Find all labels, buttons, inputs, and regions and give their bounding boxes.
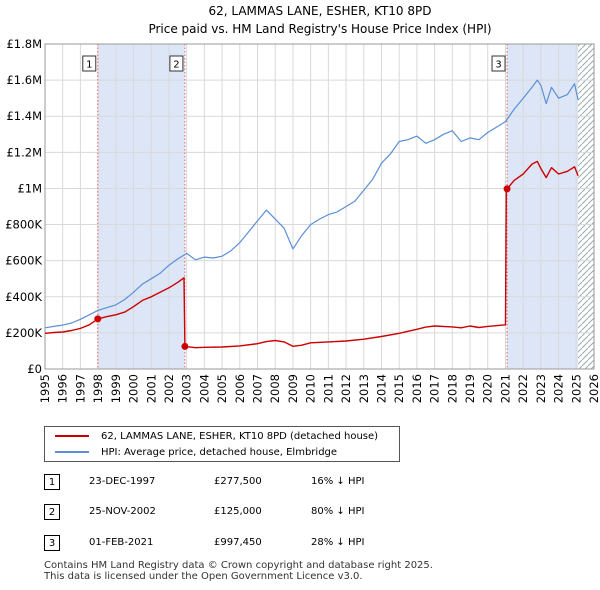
transaction-date: 25-NOV-2002 xyxy=(89,506,156,517)
y-tick-label: £0 xyxy=(27,362,42,376)
transaction-row: 3 01-FEB-2021 £997,450 28% ↓ HPI xyxy=(44,535,444,553)
x-tick-label: 2000 xyxy=(127,374,141,403)
x-tick-label: 2013 xyxy=(357,374,371,403)
price-chart: 62, LAMMAS LANE, ESHER, KT10 8PD Price p… xyxy=(5,4,600,403)
x-tick-label: 2002 xyxy=(162,374,176,403)
legend-line-hpi xyxy=(55,451,89,453)
transaction-hpi-diff: 28% ↓ HPI xyxy=(311,537,365,548)
x-tick-label: 2026 xyxy=(587,374,600,403)
sale-marker-box xyxy=(169,55,184,72)
x-tick-label: 2018 xyxy=(445,374,459,403)
x-tick-label: 2004 xyxy=(197,374,211,403)
transaction-row: 1 23-DEC-1997 £277,500 16% ↓ HPI xyxy=(44,474,444,492)
transaction-row: 2 25-NOV-2002 £125,000 80% ↓ HPI xyxy=(44,504,444,522)
x-tick-label: 2009 xyxy=(286,374,300,403)
x-tick-label: 1995 xyxy=(38,374,52,403)
x-tick-label: 2007 xyxy=(251,374,265,403)
legend-line-property xyxy=(55,435,89,437)
y-tick-label: £200K xyxy=(5,326,42,340)
footer-licence: This data is licensed under the Open Gov… xyxy=(44,571,363,582)
sale-point xyxy=(94,315,102,323)
sale-marker-label: 3 xyxy=(495,60,501,71)
y-tick-label: £1.4M xyxy=(6,109,42,123)
y-tick-label: £400K xyxy=(5,290,42,304)
x-tick-label: 1997 xyxy=(73,374,87,403)
transaction-price: £277,500 xyxy=(214,476,262,487)
transaction-number-badge: 1 xyxy=(44,474,60,490)
sale-point xyxy=(181,342,189,350)
x-tick-label: 2024 xyxy=(552,374,566,403)
x-tick-label: 2023 xyxy=(534,374,548,403)
chart-title: 62, LAMMAS LANE, ESHER, KT10 8PD xyxy=(208,4,431,18)
x-tick-label: 2025 xyxy=(569,374,583,403)
y-tick-label: £1M xyxy=(17,181,42,195)
x-tick-label: 2019 xyxy=(463,374,477,403)
x-tick-label: 2012 xyxy=(339,374,353,403)
y-tick-label: £800K xyxy=(5,218,42,232)
transaction-date: 23-DEC-1997 xyxy=(89,476,156,487)
sale-marker-box xyxy=(82,55,97,72)
y-tick-label: £1.8M xyxy=(6,37,42,51)
hpi-line xyxy=(44,79,579,329)
footer-attribution: Contains HM Land Registry data © Crown c… xyxy=(44,560,433,582)
y-tick-label: £600K xyxy=(5,254,42,268)
legend-label-property: 62, LAMMAS LANE, ESHER, KT10 8PD (detach… xyxy=(101,431,379,442)
x-tick-label: 2011 xyxy=(321,374,335,403)
y-tick-label: £1.6M xyxy=(6,73,42,87)
x-tick-label: 2008 xyxy=(268,374,282,403)
x-tick-label: 2021 xyxy=(498,374,512,403)
sale-point xyxy=(503,185,511,193)
transaction-number-badge: 3 xyxy=(44,535,60,551)
chart-subtitle: Price paid vs. HM Land Registry's House … xyxy=(148,22,491,36)
x-tick-label: 2020 xyxy=(481,374,495,403)
legend-label-hpi: HPI: Average price, detached house, Elmb… xyxy=(101,447,338,458)
y-tick-label: £1.2M xyxy=(6,145,42,159)
transaction-price: £997,450 xyxy=(214,537,262,548)
forecast-hatch xyxy=(578,44,594,369)
x-tick-label: 1996 xyxy=(56,374,70,403)
sale-marker-label: 1 xyxy=(86,60,92,71)
footer-copyright: Contains HM Land Registry data © Crown c… xyxy=(44,560,433,571)
transaction-hpi-diff: 80% ↓ HPI xyxy=(311,506,365,517)
ownership-shade xyxy=(507,44,579,369)
x-tick-label: 2010 xyxy=(304,374,318,403)
x-tick-label: 2016 xyxy=(410,374,424,403)
ownership-shade xyxy=(97,44,185,369)
x-tick-label: 2006 xyxy=(233,374,247,403)
transaction-date: 01-FEB-2021 xyxy=(89,537,154,548)
legend-item-property: 62, LAMMAS LANE, ESHER, KT10 8PD (detach… xyxy=(55,429,378,445)
transaction-hpi-diff: 16% ↓ HPI xyxy=(311,476,365,487)
x-tick-label: 2003 xyxy=(180,374,194,403)
x-tick-label: 2005 xyxy=(215,374,229,403)
x-tick-label: 2001 xyxy=(144,374,158,403)
x-tick-label: 1999 xyxy=(109,374,123,403)
x-tick-label: 2015 xyxy=(392,374,406,403)
sale-marker-label: 2 xyxy=(173,60,179,71)
property-price-line xyxy=(44,160,579,349)
plot-frame xyxy=(44,43,595,370)
x-tick-label: 2014 xyxy=(374,374,388,403)
legend-item-hpi: HPI: Average price, detached house, Elmb… xyxy=(55,445,337,461)
transaction-number-badge: 2 xyxy=(44,504,60,520)
sale-marker-box xyxy=(491,55,506,72)
legend: 62, LAMMAS LANE, ESHER, KT10 8PD (detach… xyxy=(44,426,400,462)
transaction-price: £125,000 xyxy=(214,506,262,517)
x-tick-label: 2022 xyxy=(516,374,530,403)
x-tick-label: 2017 xyxy=(428,374,442,403)
x-tick-label: 1998 xyxy=(91,374,105,403)
